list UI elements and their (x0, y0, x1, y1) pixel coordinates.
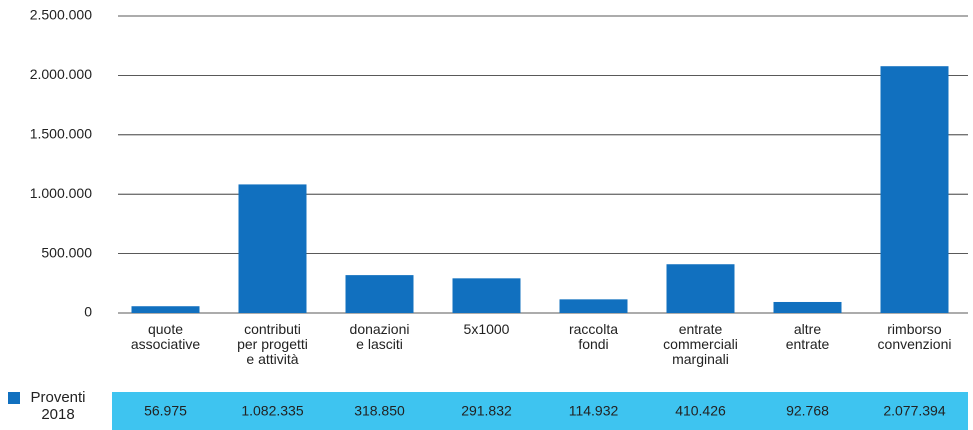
table-value: 1.082.335 (241, 403, 303, 419)
x-tick-label: contributi per progetti e attività (237, 321, 308, 367)
table-value: 410.426 (675, 403, 726, 419)
x-tick-label: 5x1000 (464, 321, 510, 337)
table-value: 291.832 (461, 403, 512, 419)
y-tick-label: 2.000.000 (30, 66, 92, 82)
bar (345, 275, 414, 313)
y-tick-label: 1.500.000 (30, 126, 92, 142)
table-value: 56.975 (144, 403, 187, 419)
y-tick-label: 1.000.000 (30, 185, 92, 201)
x-tick-label: quote associative (131, 321, 200, 352)
y-tick-label: 500.000 (41, 244, 92, 260)
y-tick-label: 2.500.000 (30, 7, 92, 23)
x-tick-label: raccolta fondi (569, 321, 618, 352)
table-value: 2.077.394 (883, 403, 945, 419)
table-band (112, 392, 968, 430)
bar (666, 264, 735, 313)
x-tick-label: entrate commerciali marginali (663, 321, 738, 367)
bar (559, 299, 628, 313)
y-tick-label: 0 (84, 304, 92, 320)
bar (131, 306, 200, 313)
table-value: 114.932 (569, 403, 619, 419)
bar (773, 301, 842, 313)
x-tick-label: altre entrate (786, 321, 830, 352)
legend-swatch (8, 392, 20, 404)
table-value: 318.850 (354, 403, 405, 419)
bar (238, 184, 307, 313)
table-value: 92.768 (786, 403, 829, 419)
x-tick-label: rimborso convenzioni (878, 321, 952, 352)
x-tick-label: donazioni e lasciti (350, 321, 410, 352)
bar (452, 278, 521, 313)
bar (880, 66, 949, 313)
legend-label: Proventi 2018 (30, 389, 85, 423)
